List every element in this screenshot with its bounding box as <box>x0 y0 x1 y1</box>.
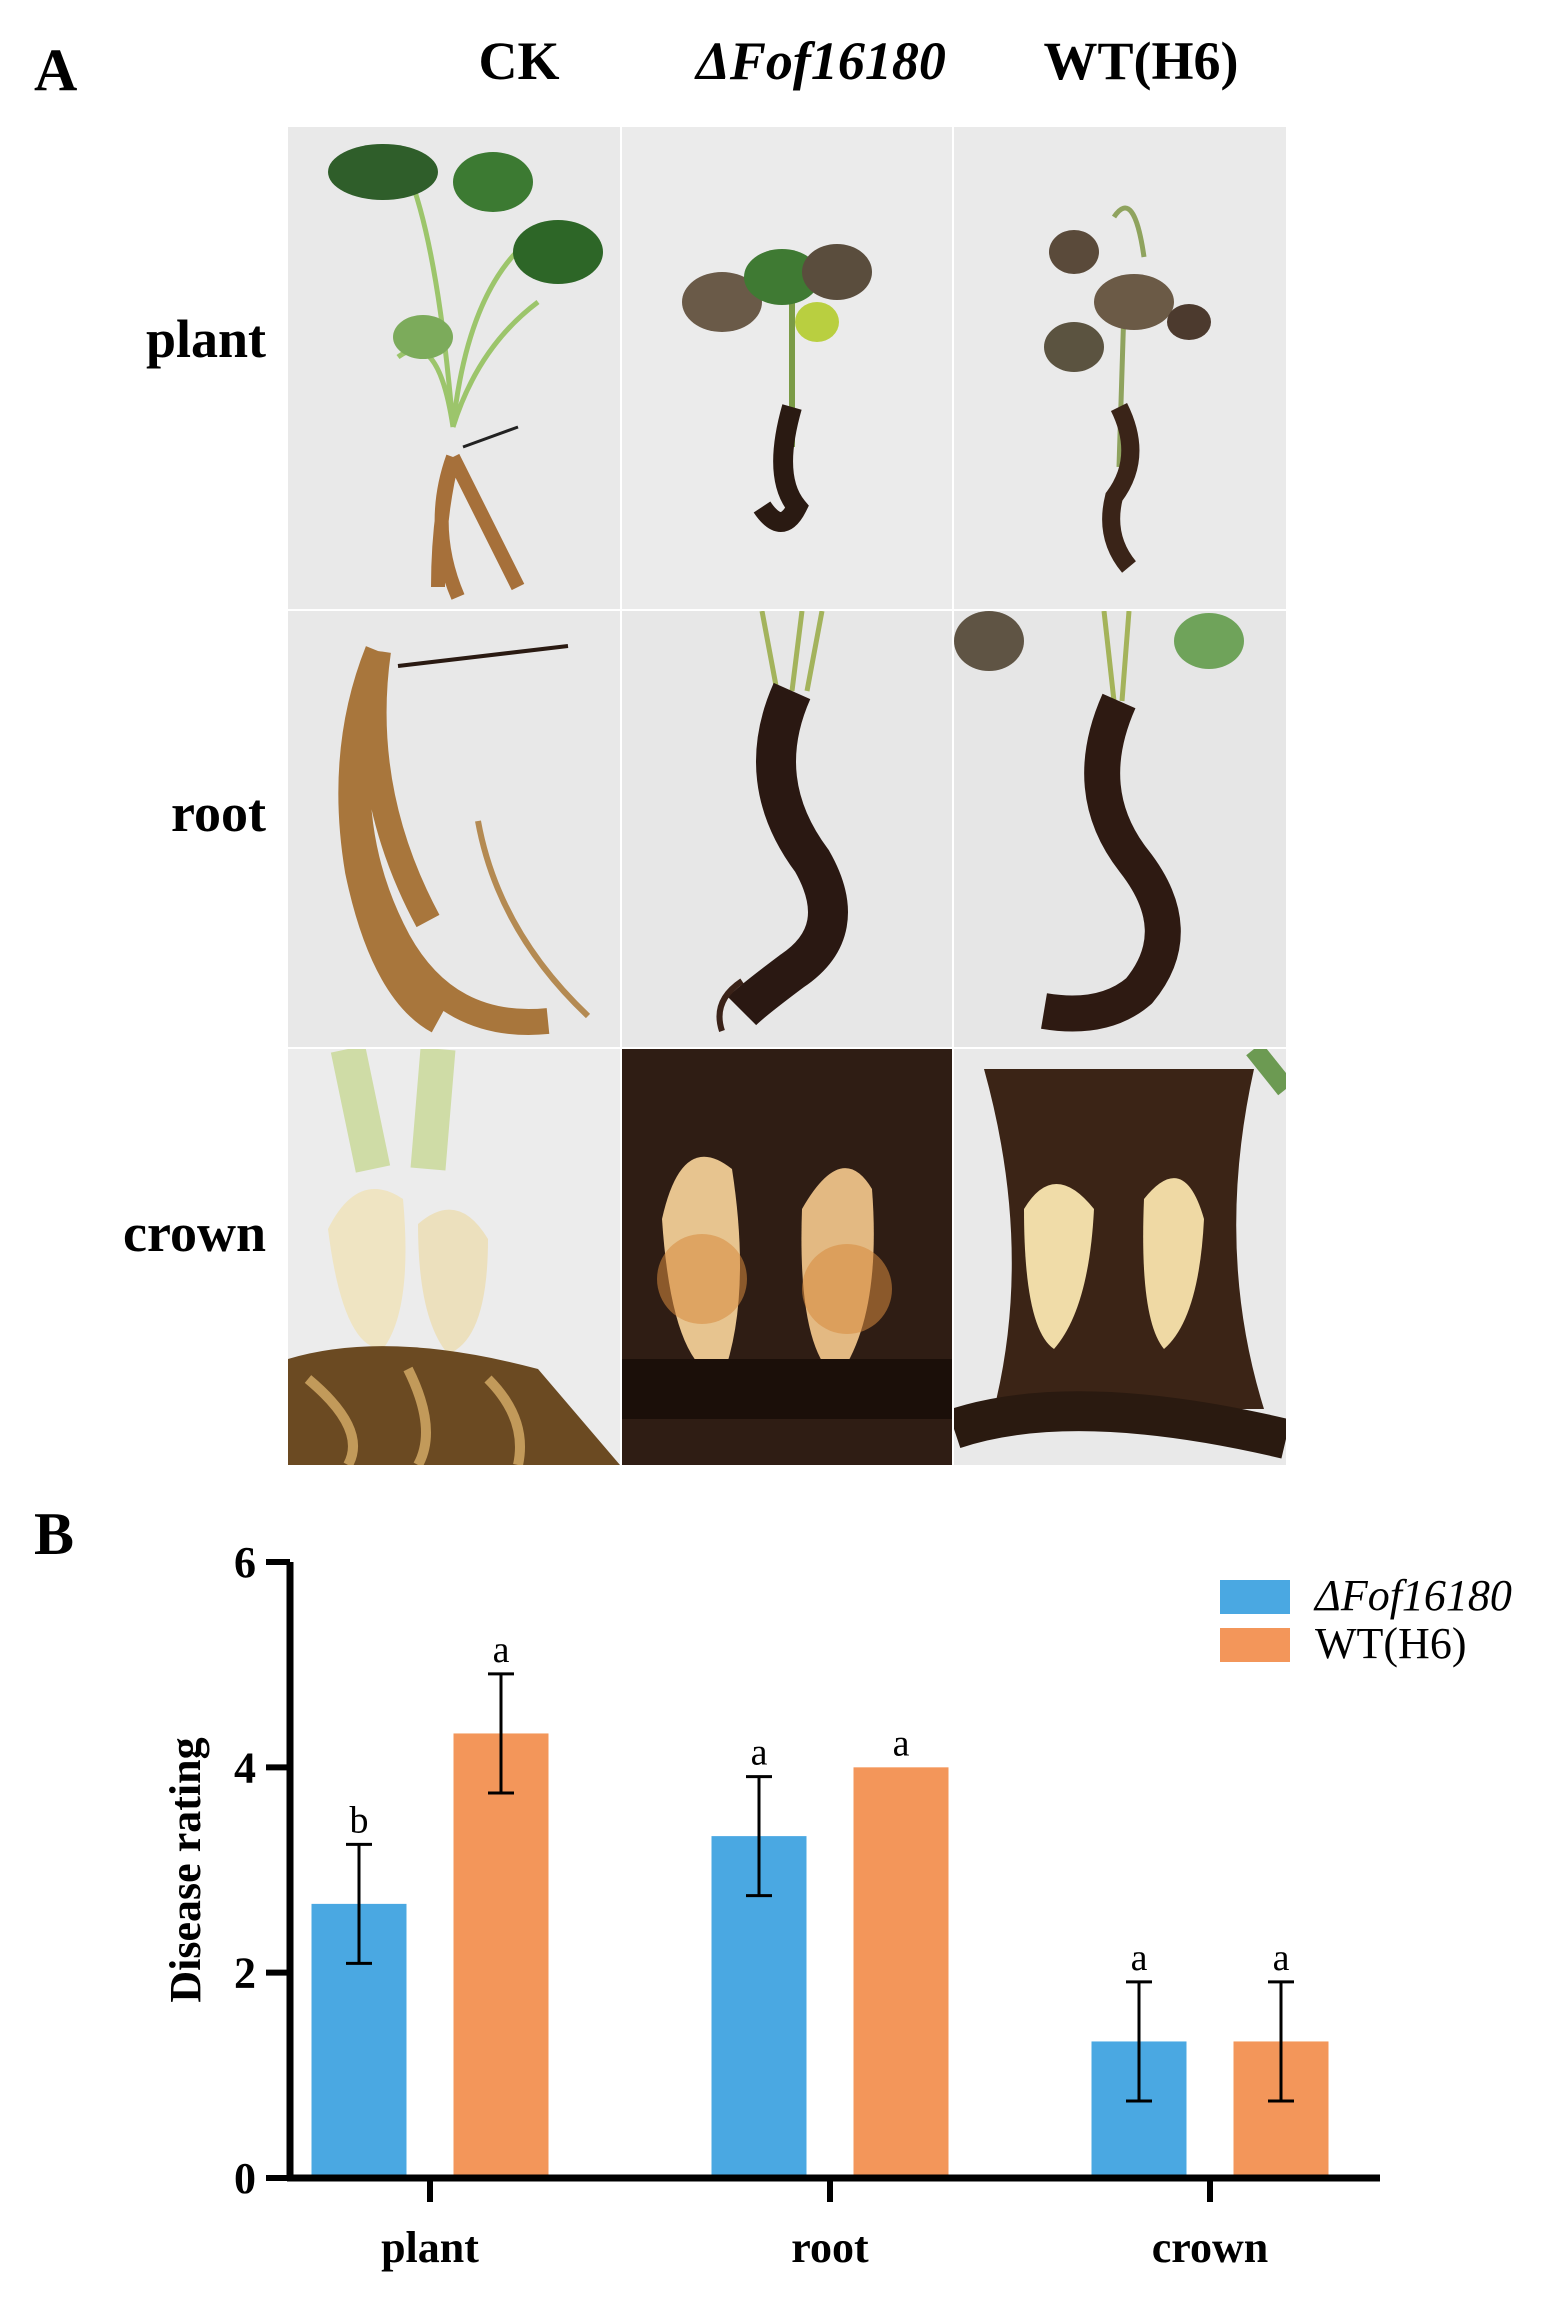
significance-label: a <box>493 1629 510 1671</box>
y-tick-label: 2 <box>234 1949 256 1998</box>
significance-label: a <box>1273 1937 1290 1979</box>
significance-label: a <box>893 1722 910 1764</box>
legend-label-series2: WT(H6) <box>1315 1619 1467 1668</box>
photo-mutant-crown <box>622 1049 952 1465</box>
x-tick-label-root: root <box>791 2223 869 2272</box>
legend-label-series1: ΔFof16180 <box>1313 1571 1512 1620</box>
y-tick-label: 4 <box>234 1743 256 1792</box>
photo-ck-plant <box>288 127 620 609</box>
column-header-mutant: ΔFof16180 <box>696 31 946 91</box>
photo-mutant-root <box>622 611 952 1047</box>
bar-chart: b a a a a a 0 2 4 6 plant root crown Disease rating ΔF… <box>161 1538 1512 2272</box>
column-header-wt: WT(H6) <box>1043 31 1239 91</box>
legend-swatch-series2 <box>1220 1628 1290 1662</box>
bar-plant-series2 <box>453 1733 549 2178</box>
significance-label: a <box>751 1732 768 1774</box>
photo-wt-crown <box>954 1049 1286 1465</box>
y-axis-title: Disease rating <box>161 1737 210 2002</box>
row-label-crown: crown <box>123 1203 266 1263</box>
legend-swatch-series1 <box>1220 1580 1290 1614</box>
bar-root-series2 <box>853 1767 949 2178</box>
column-header-ck: CK <box>478 31 560 91</box>
y-tick-label: 6 <box>234 1538 256 1587</box>
photo-wt-plant <box>954 127 1286 609</box>
panel-b-label: B <box>34 1501 75 1567</box>
photo-ck-root <box>288 611 620 1047</box>
photo-grid <box>288 127 1286 1465</box>
photo-ck-crown <box>288 1049 620 1465</box>
panel-a-label: A <box>34 37 78 103</box>
x-tick-label-crown: crown <box>1152 2223 1269 2272</box>
x-tick-label-plant: plant <box>381 2223 479 2272</box>
photo-mutant-plant <box>622 127 952 609</box>
significance-label: b <box>350 1799 369 1841</box>
y-tick-label: 0 <box>234 2154 256 2203</box>
row-label-root: root <box>171 783 266 843</box>
photo-wt-root <box>954 611 1286 1047</box>
significance-label: a <box>1131 1937 1148 1979</box>
row-label-plant: plant <box>145 309 266 369</box>
